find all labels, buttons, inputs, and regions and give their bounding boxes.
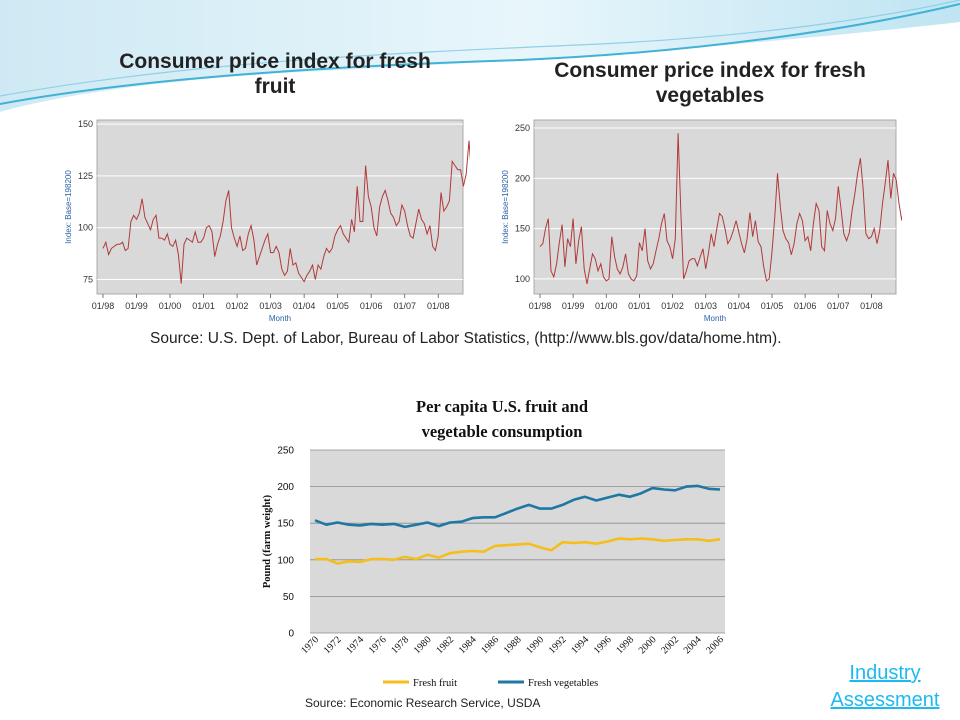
legend-label: Fresh fruit [413,678,457,689]
vegetable-cpi-chart: 100 150 200 250 01/98 01/99 01/00 01/01 01/02 01/… [501,119,902,323]
fruit-cpi-x-tick-label: 01/01 [192,301,215,311]
fruit-cpi-y-tick-label: 100 [78,223,93,233]
consumption-x-tick-label: 1998 [614,634,636,656]
consumption-x-tick-label: 1994 [569,634,591,656]
consumption-x-tick-label: 1970 [299,634,321,656]
consumption-y-tick-label: 250 [277,446,294,457]
consumption-x-tick-label: 1976 [367,634,389,656]
fruit-cpi-x-tick-label: 01/07 [393,301,416,311]
consumption-x-tick-label: 2006 [704,634,726,656]
usda-source-note: Source: Economic Research Service, USDA [305,696,541,710]
fruit-cpi-series-line [102,140,470,284]
consumption-x-tick-label: 2002 [659,634,681,656]
consumption-series-line [315,537,721,565]
fruit-cpi-x-axis-label: Month [269,314,291,323]
fruit-cpi-x-tick-label: 01/06 [360,301,383,311]
consumption-y-tick-label: 200 [277,482,294,493]
fruit-cpi-x-tick-label: 01/05 [326,301,349,311]
consumption-x-tick-label: 2004 [682,634,704,656]
veg-cpi-x-tick-label: 01/00 [595,301,618,311]
consumption-x-tick-label: 1996 [592,634,614,656]
legend-label: Fresh vegetables [528,678,598,689]
veg-cpi-x-tick-label: 01/03 [694,301,717,311]
veg-cpi-x-tick-label: 01/06 [794,301,817,311]
fruit-cpi-x-tick-label: 01/03 [259,301,282,311]
fruit-cpi-x-tick-label: 01/99 [125,301,148,311]
consumption-x-tick-label: 1986 [479,634,501,656]
header-swoosh [0,0,960,112]
fruit-cpi-x-tick-label: 01/00 [159,301,182,311]
consumption-y-tick-label: 100 [277,555,294,566]
consumption-chart: Per capita U.S. fruit and vegetable consu… [262,397,726,689]
veg-cpi-x-tick-label: 01/01 [628,301,651,311]
consumption-x-tick-label: 1984 [457,634,479,656]
veg-cpi-y-tick-label: 200 [515,173,530,183]
veg-cpi-x-tick-label: 01/04 [728,301,751,311]
veg-cpi-x-tick-label: 01/07 [827,301,850,311]
consumption-x-tick-label: 1980 [412,634,434,656]
veg-cpi-y-tick-label: 250 [515,123,530,133]
consumption-x-tick-label: 1992 [547,634,569,656]
veg-cpi-x-tick-label: 01/05 [761,301,784,311]
veg-cpi-y-axis-label: Index: Base=198200 [501,170,510,244]
consumption-x-tick-label: 1972 [322,634,344,656]
industry-assessment-link[interactable]: Industry Assessment [830,662,940,711]
fruit-cpi-y-tick-label: 125 [78,171,93,181]
consumption-x-tick-label: 1978 [389,634,411,656]
chart-title-line: Per capita U.S. fruit and [416,397,588,416]
fruit-cpi-x-tick-label: 01/08 [427,301,450,311]
fruit-cpi-title: Consumer price index for fresh fruit [119,50,431,98]
veg-cpi-x-tick-label: 01/02 [661,301,684,311]
fruit-cpi-x-tick-label: 01/04 [293,301,316,311]
fruit-cpi-x-tick-label: 01/98 [92,301,115,311]
fruit-cpi-x-tick-label: 01/02 [226,301,249,311]
consumption-x-tick-label: 2000 [637,634,659,656]
veg-cpi-x-tick-label: 01/08 [860,301,883,311]
veg-cpi-plot-area [533,119,897,295]
consumption-x-tick-label: 1990 [524,634,546,656]
consumption-plot-area [310,450,725,633]
bls-source-note: Source: U.S. Dept. of Labor, Bureau of L… [150,330,782,347]
fruit-cpi-y-axis-label: Index: Base=198200 [64,170,73,244]
consumption-y-axis-label: Pound (farm weight) [262,494,273,588]
veg-cpi-x-tick-label: 01/98 [529,301,552,311]
chart-title-line: vegetable consumption [422,422,583,441]
consumption-y-tick-label: 150 [277,519,294,530]
veg-cpi-x-axis-label: Month [704,314,726,323]
consumption-x-tick-label: 1974 [344,634,366,656]
header-swoosh-line [0,3,960,105]
consumption-series-line [314,484,721,529]
header-swoosh-line [0,0,960,97]
veg-cpi-y-tick-label: 150 [515,224,530,234]
vegetable-cpi-title: Consumer price index for fresh vegetable… [554,59,866,107]
fruit-cpi-y-tick-label: 150 [78,119,93,129]
consumption-x-tick-label: 1988 [502,634,524,656]
veg-cpi-series-line [539,133,902,284]
consumption-y-tick-label: 50 [283,592,295,603]
fruit-cpi-chart: 75 100 125 150 01/98 01/99 01/00 01/01 01/02 01/0… [64,119,470,323]
fruit-cpi-y-tick-label: 75 [83,275,93,285]
fruit-cpi-plot-area [96,119,464,295]
veg-cpi-x-tick-label: 01/99 [562,301,585,311]
consumption-y-tick-label: 0 [288,629,294,640]
veg-cpi-y-tick-label: 100 [515,274,530,284]
consumption-x-tick-label: 1982 [434,634,456,656]
